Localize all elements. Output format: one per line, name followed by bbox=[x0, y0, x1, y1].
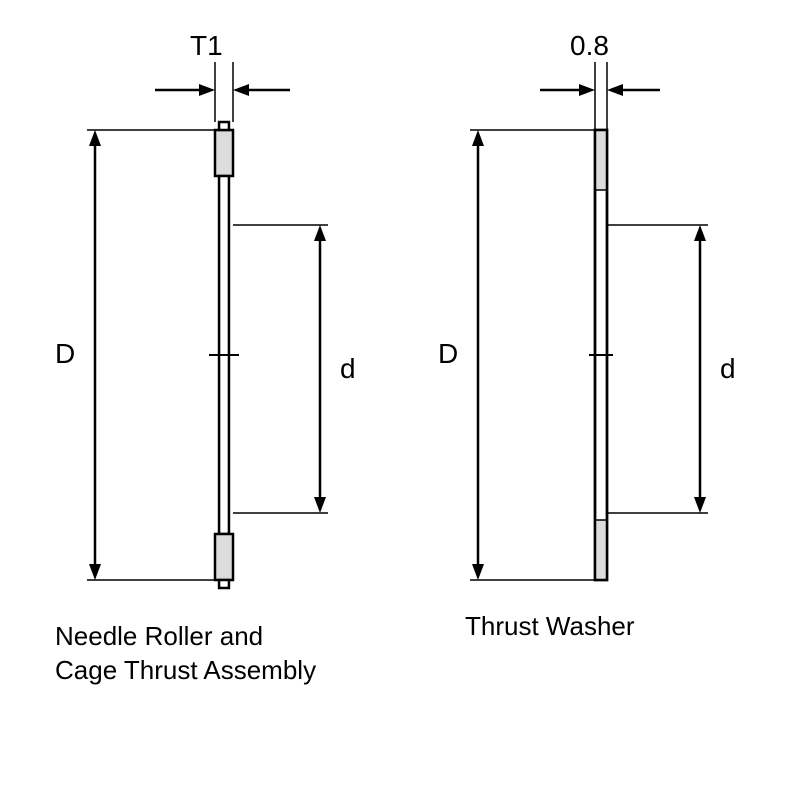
left-thickness-label: T1 bbox=[190, 30, 223, 62]
right-title: Thrust Washer bbox=[465, 610, 635, 644]
left-title-line1: Needle Roller and bbox=[55, 621, 263, 651]
left-inner-diameter-label: d bbox=[340, 353, 356, 385]
right-outer-diameter-label: D bbox=[438, 338, 458, 370]
left-title: Needle Roller and Cage Thrust Assembly bbox=[55, 620, 316, 688]
right-thickness-label: 0.8 bbox=[570, 30, 609, 62]
right-inner-diameter-label: d bbox=[720, 353, 736, 385]
left-outer-diameter-label: D bbox=[55, 338, 75, 370]
diagram-container: T1 D d Needle Roller and Cage Thrust Ass… bbox=[0, 0, 800, 800]
left-title-line2: Cage Thrust Assembly bbox=[55, 655, 316, 685]
